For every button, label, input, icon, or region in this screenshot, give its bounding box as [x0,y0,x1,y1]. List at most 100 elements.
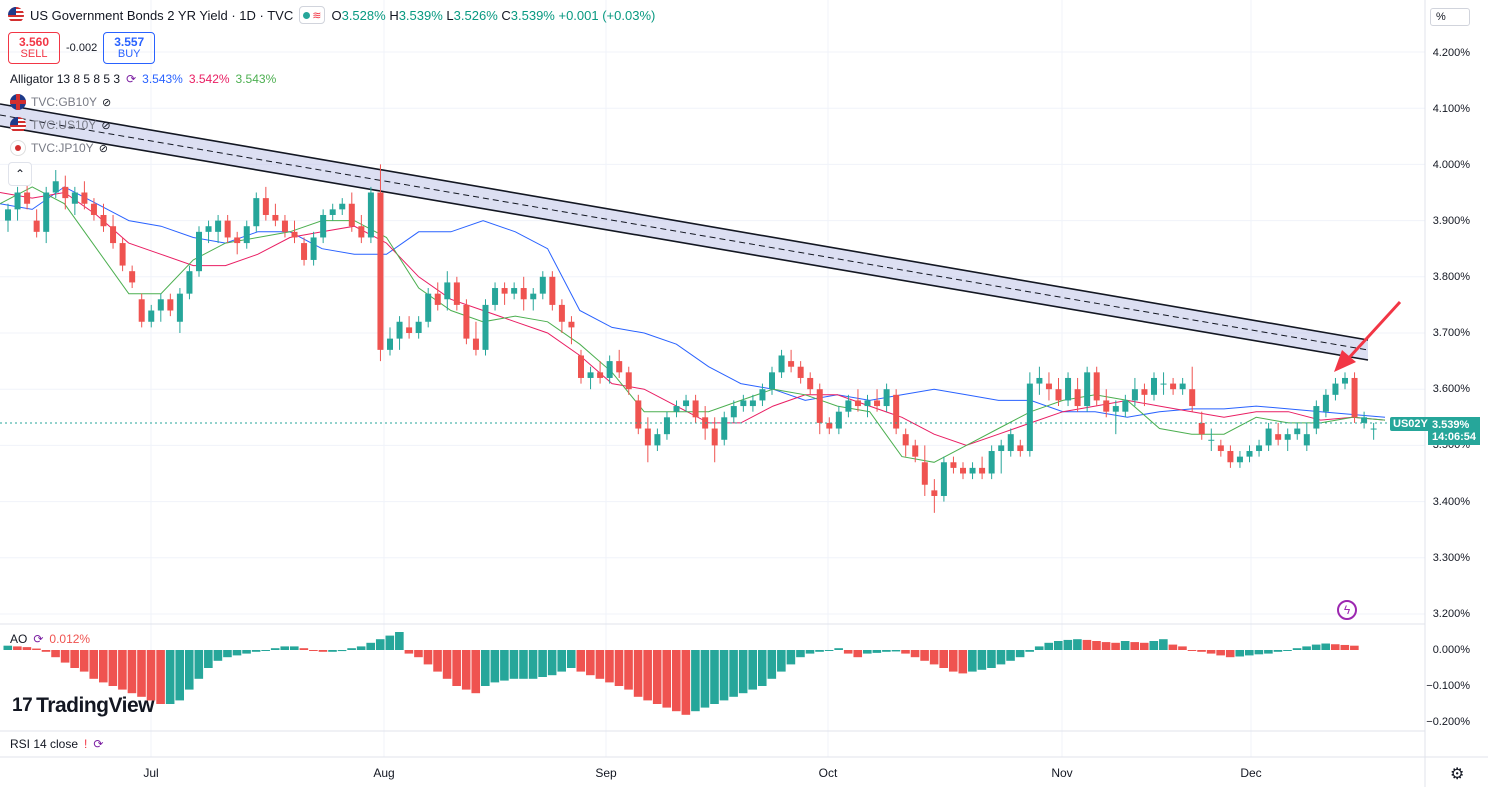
candle-body [224,220,231,238]
ohlc-readout: O3.528% H3.539% L3.526% C3.539% +0.001 (… [331,7,656,23]
gear-icon[interactable]: ⚙ [1450,766,1465,783]
ao-bar [796,650,805,658]
rsi-legend[interactable]: RSI 14 close ! ⟳ [10,737,103,751]
ao-bar [691,650,700,712]
ao-bar [452,650,461,686]
candle-body [1122,400,1129,412]
ao-legend[interactable]: AO ⟳ 0.012% [10,632,90,646]
alligator-jaw-line [0,186,1386,418]
candle-body [291,231,298,238]
candle [969,462,976,480]
candle [1026,372,1033,457]
candle [730,400,737,423]
candle [1361,411,1368,429]
compare-symbol-jp10y[interactable]: TVC:JP10Y ⊘ [10,140,108,156]
ao-bar [213,650,223,661]
lightning-icon[interactable]: ϟ [1337,600,1357,620]
compare-symbol-gb10y[interactable]: TVC:GB10Y ⊘ [10,94,111,110]
arrow-annotation[interactable] [1334,300,1402,372]
ao-bar [1130,642,1139,650]
candle [272,203,279,227]
candle [62,175,69,210]
ao-bar [146,650,156,701]
tradingview-logo[interactable]: 17 TradingView [12,694,154,717]
candle-body [1103,400,1110,412]
candle [301,237,308,266]
candle-body [578,355,584,378]
symbol-price-tag[interactable]: US02Y [1390,417,1431,431]
candle-body [1084,372,1091,407]
ao-bar [605,650,614,683]
candle-body [215,220,222,232]
ao-bar [633,650,643,697]
candle [625,366,632,395]
candle-body [415,321,422,333]
candle-body [43,192,50,232]
ao-bar [968,650,977,672]
ao-value: 0.012% [49,632,91,646]
candle-body [644,428,651,446]
candle-body [501,288,508,294]
price-tick: 3.800% [1432,271,1470,283]
ao-bar [356,646,366,650]
chevron-up-icon[interactable]: ⌃ [8,162,32,186]
eye-hidden-icon[interactable]: ⊘ [98,142,108,155]
candle [1265,422,1272,452]
candle-body [444,282,451,300]
ao-bar [194,650,204,679]
ao-bar [662,650,672,708]
refresh-icon[interactable]: ⟳ [93,737,104,751]
eye-hidden-icon[interactable]: ⊘ [102,96,112,109]
candle-body [1131,389,1138,401]
candle-body [940,462,947,496]
candle [797,361,804,384]
ao-bar [566,650,576,668]
compare-symbol-us10y[interactable]: TVC:US10Y ⊘ [10,117,111,133]
ao-bar [481,650,490,686]
ao-bar [1006,650,1015,661]
candle-body [1256,445,1263,452]
sell-button[interactable]: 3.560 SELL [8,32,60,64]
candle [1074,377,1081,412]
candle-body [1313,406,1320,429]
candle [931,479,938,513]
percent-scale-toggle[interactable]: % [1430,8,1470,26]
ao-bar [165,650,175,704]
candle-body [358,226,365,238]
candle [778,349,785,378]
channel-lower-line[interactable] [0,125,1369,361]
candle [1303,422,1310,452]
candle [71,186,78,215]
candle [578,349,584,384]
candle-body [138,299,145,322]
alligator-legend[interactable]: Alligator 13 8 5 8 5 3 ⟳ 3.543% 3.542% 3… [10,72,276,86]
ao-bar [404,650,414,654]
candle-body [90,203,97,215]
ao-bar [1015,650,1025,658]
buy-button[interactable]: 3.557 BUY [103,32,156,64]
price-tick: 3.900% [1432,215,1470,227]
candle-body [310,237,317,260]
ao-bar [777,650,786,672]
warning-icon[interactable]: ! [84,737,88,751]
candle-body [530,293,537,300]
eye-hidden-icon[interactable]: ⊘ [101,119,111,132]
candle-body [606,361,613,378]
candle-body [1370,428,1377,430]
symbol-title[interactable]: US Government Bonds 2 YR Yield · 1D · TV… [30,7,294,23]
candle [100,203,107,232]
candle [348,192,355,232]
refresh-icon[interactable]: ⟳ [33,632,44,646]
candle-body [854,400,861,407]
ao-bar [1159,639,1168,650]
last-price-badge[interactable]: 3.539% 14:06:54 [1428,417,1481,445]
refresh-icon[interactable]: ⟳ [126,72,137,86]
candle [463,299,470,345]
market-status-pill[interactable]: ≋ [299,6,326,24]
candle-body [1160,383,1167,385]
alligator-label: Alligator 13 8 5 8 5 3 [10,72,121,86]
candle [1227,445,1234,468]
channel-upper-line[interactable] [0,103,1369,341]
ao-bar [318,650,328,652]
